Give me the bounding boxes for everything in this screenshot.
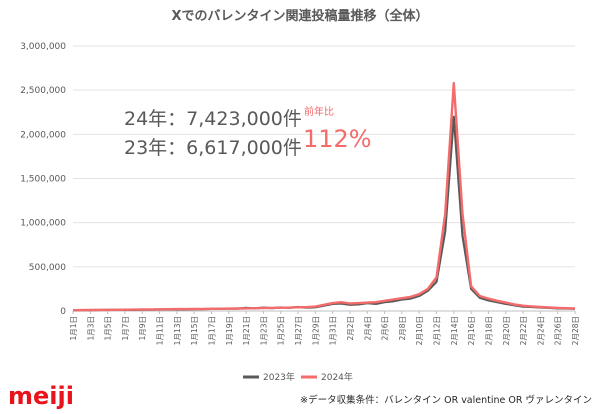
x-tick-label: 2月2日	[346, 316, 355, 341]
x-tick-label: 2月20日	[502, 316, 511, 345]
data-collection-note: ※データ収集条件：バレンタイン OR valentine OR ヴァレンタイン	[300, 394, 592, 406]
series-lines	[72, 81, 576, 312]
x-tick-label: 1月27日	[294, 316, 303, 345]
x-tick-label: 1月19日	[225, 316, 234, 345]
x-tick-label: 2月24日	[536, 316, 545, 345]
x-tick-label: 1月7日	[121, 316, 130, 341]
x-tick-label: 2月14日	[450, 316, 459, 345]
y-tick-label: 500,000	[29, 263, 66, 273]
x-tick-label: 2月16日	[467, 316, 476, 345]
x-tick-label: 1月5日	[104, 316, 113, 341]
y-tick-label: 3,000,000	[20, 42, 66, 52]
y-tick-label: 2,000,000	[20, 130, 66, 140]
x-tick-label: 2月6日	[381, 316, 390, 341]
x-axis-ticks: 1月1日 1月3日 1月5日 1月7日 1月9日 1月11日 1月13日 1月15日 1月17日…	[69, 311, 580, 345]
series-line-2024年	[72, 81, 576, 312]
y-tick-label: 2,500,000	[20, 86, 66, 96]
x-tick-label: 2月10日	[415, 316, 424, 345]
y-tick-label: 1,500,000	[20, 175, 66, 185]
x-tick-label: 2月22日	[519, 316, 528, 345]
x-tick-label: 1月31日	[329, 316, 338, 345]
x-tick-label: 1月11日	[156, 316, 165, 345]
x-tick-label: 1月15日	[190, 316, 199, 345]
yoy-label: 前年比	[304, 105, 334, 118]
summary-2023: 23年：6,617,000件	[124, 137, 302, 159]
yoy-value: 112%	[303, 125, 372, 153]
meiji-logo: meiji	[8, 382, 74, 410]
legend: 2023年 2024年	[243, 371, 353, 383]
x-tick-label: 1月21日	[242, 316, 251, 345]
legend-label-2024: 2024年	[321, 371, 353, 383]
x-tick-label: 1月17日	[207, 316, 216, 345]
x-tick-label: 2月28日	[571, 316, 580, 345]
x-tick-label: 1月9日	[138, 316, 147, 341]
x-tick-label: 1月29日	[311, 316, 320, 345]
x-tick-label: 2月12日	[433, 316, 442, 345]
x-tick-label: 2月18日	[484, 316, 493, 345]
y-tick-label: 1,000,000	[20, 219, 66, 229]
x-tick-label: 2月26日	[554, 316, 563, 345]
x-tick-label: 2月4日	[363, 316, 372, 341]
chart-title: Xでのバレンタイン関連投稿量推移（全体）	[171, 8, 428, 24]
summary-2024: 24年：7,423,000件	[124, 108, 302, 130]
x-tick-label: 1月23日	[259, 316, 268, 345]
x-tick-label: 1月25日	[277, 316, 286, 345]
grid	[73, 45, 575, 312]
x-tick-label: 2月8日	[398, 316, 407, 341]
x-tick-label: 1月13日	[173, 316, 182, 345]
y-tick-label: 0	[60, 307, 66, 317]
y-axis-ticks: 0 500,000 1,000,000 1,500,000 2,000,000 2,500…	[20, 42, 66, 317]
x-tick-label: 1月3日	[86, 316, 95, 341]
legend-label-2023: 2023年	[263, 371, 295, 383]
x-tick-label: 1月1日	[69, 316, 78, 341]
